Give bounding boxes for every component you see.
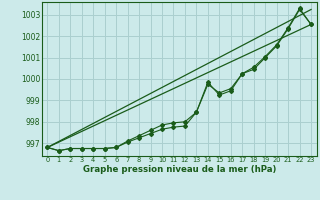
X-axis label: Graphe pression niveau de la mer (hPa): Graphe pression niveau de la mer (hPa): [83, 165, 276, 174]
